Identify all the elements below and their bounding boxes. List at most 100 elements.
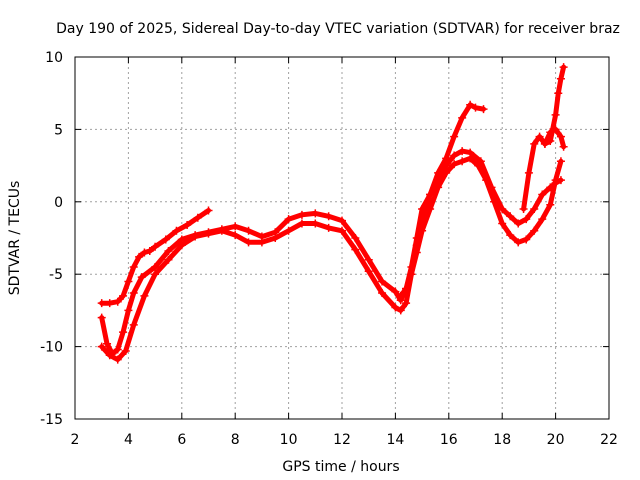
data-point [204,229,213,238]
data-point [412,248,421,257]
data-point [530,226,539,235]
data-point [391,303,400,312]
plot-series [97,63,568,364]
data-point [522,215,531,224]
data-point [442,168,451,177]
data-point [172,226,181,235]
data-point [530,205,539,214]
data-point [297,210,306,219]
series-track-c [97,100,488,364]
data-point [471,103,480,112]
data-point [217,226,226,235]
data-point [498,219,507,228]
data-point [284,226,293,235]
data-point [524,168,533,177]
x-tick-label: 14 [386,432,404,448]
data-point [124,277,133,286]
data-point [434,168,443,177]
data-point [554,89,563,98]
data-point [103,339,112,348]
x-axis-title: GPS time / hours [282,459,399,475]
data-point [450,132,459,141]
data-point [311,209,320,218]
series-track-d [396,154,565,300]
x-tick-label: 10 [280,432,298,448]
y-axis-title: SDTVAR / TECUs [7,181,23,296]
series-line [99,148,564,357]
data-point [442,154,451,163]
data-point [151,270,160,279]
data-point [244,238,253,247]
data-point [129,320,138,329]
data-point [426,205,435,214]
x-tick-label: 16 [440,432,458,448]
data-point [97,299,106,308]
data-point [338,226,346,235]
data-point [140,291,149,300]
x-tick-label: 12 [333,432,351,448]
y-tick-label: -10 [40,340,63,356]
data-point [551,110,560,119]
data-point [514,219,523,228]
data-point [466,100,475,109]
data-point [364,267,373,276]
series-track-f [540,125,568,151]
x-tick-label: 2 [71,432,80,448]
data-point [458,157,467,166]
data-point [466,154,475,163]
data-point [546,128,555,137]
data-point [474,161,483,170]
data-point [556,157,565,166]
x-tick-label: 8 [231,432,240,448]
data-point [519,205,528,214]
data-point [105,351,114,360]
data-point [476,157,485,166]
data-point [546,200,555,209]
x-tick-label: 22 [600,432,618,448]
data-point [538,190,547,199]
data-point [124,306,133,315]
data-point [135,252,144,261]
data-point [551,176,560,185]
data-point [506,231,515,240]
data-point [559,63,568,72]
series-line [398,155,564,299]
data-point [105,299,114,308]
data-point [97,313,106,322]
data-point [113,345,122,354]
data-point [164,255,173,264]
data-point [522,235,531,244]
data-point [137,273,146,282]
data-point [479,105,488,114]
series-track-b [97,147,565,358]
y-tick-label: -5 [49,267,63,283]
x-tick-label: 6 [177,432,186,448]
data-point [556,132,565,141]
data-point [407,270,416,279]
y-tick-label: -15 [40,412,63,428]
data-point [535,132,544,141]
data-point [257,238,266,247]
data-point [97,342,106,351]
data-point [556,74,565,83]
data-point [231,222,240,231]
data-point [204,206,213,215]
series-line [521,64,567,212]
data-point [351,234,360,242]
data-point [297,219,306,228]
data-point [551,125,560,134]
data-point [450,160,459,169]
data-point [140,248,149,257]
series-line [99,208,211,306]
data-point [311,219,320,228]
data-point [538,215,547,224]
data-point [145,247,154,256]
x-tick-label: 20 [547,432,565,448]
data-point [129,262,138,271]
x-tick-label: 4 [124,432,133,448]
data-point [402,284,411,293]
tick-labels: 2 4 6 8 10 12 14 16 18 20 22 -15 -10 -5 0 5 10 [40,50,618,448]
data-point [396,306,405,315]
grid [75,57,609,419]
